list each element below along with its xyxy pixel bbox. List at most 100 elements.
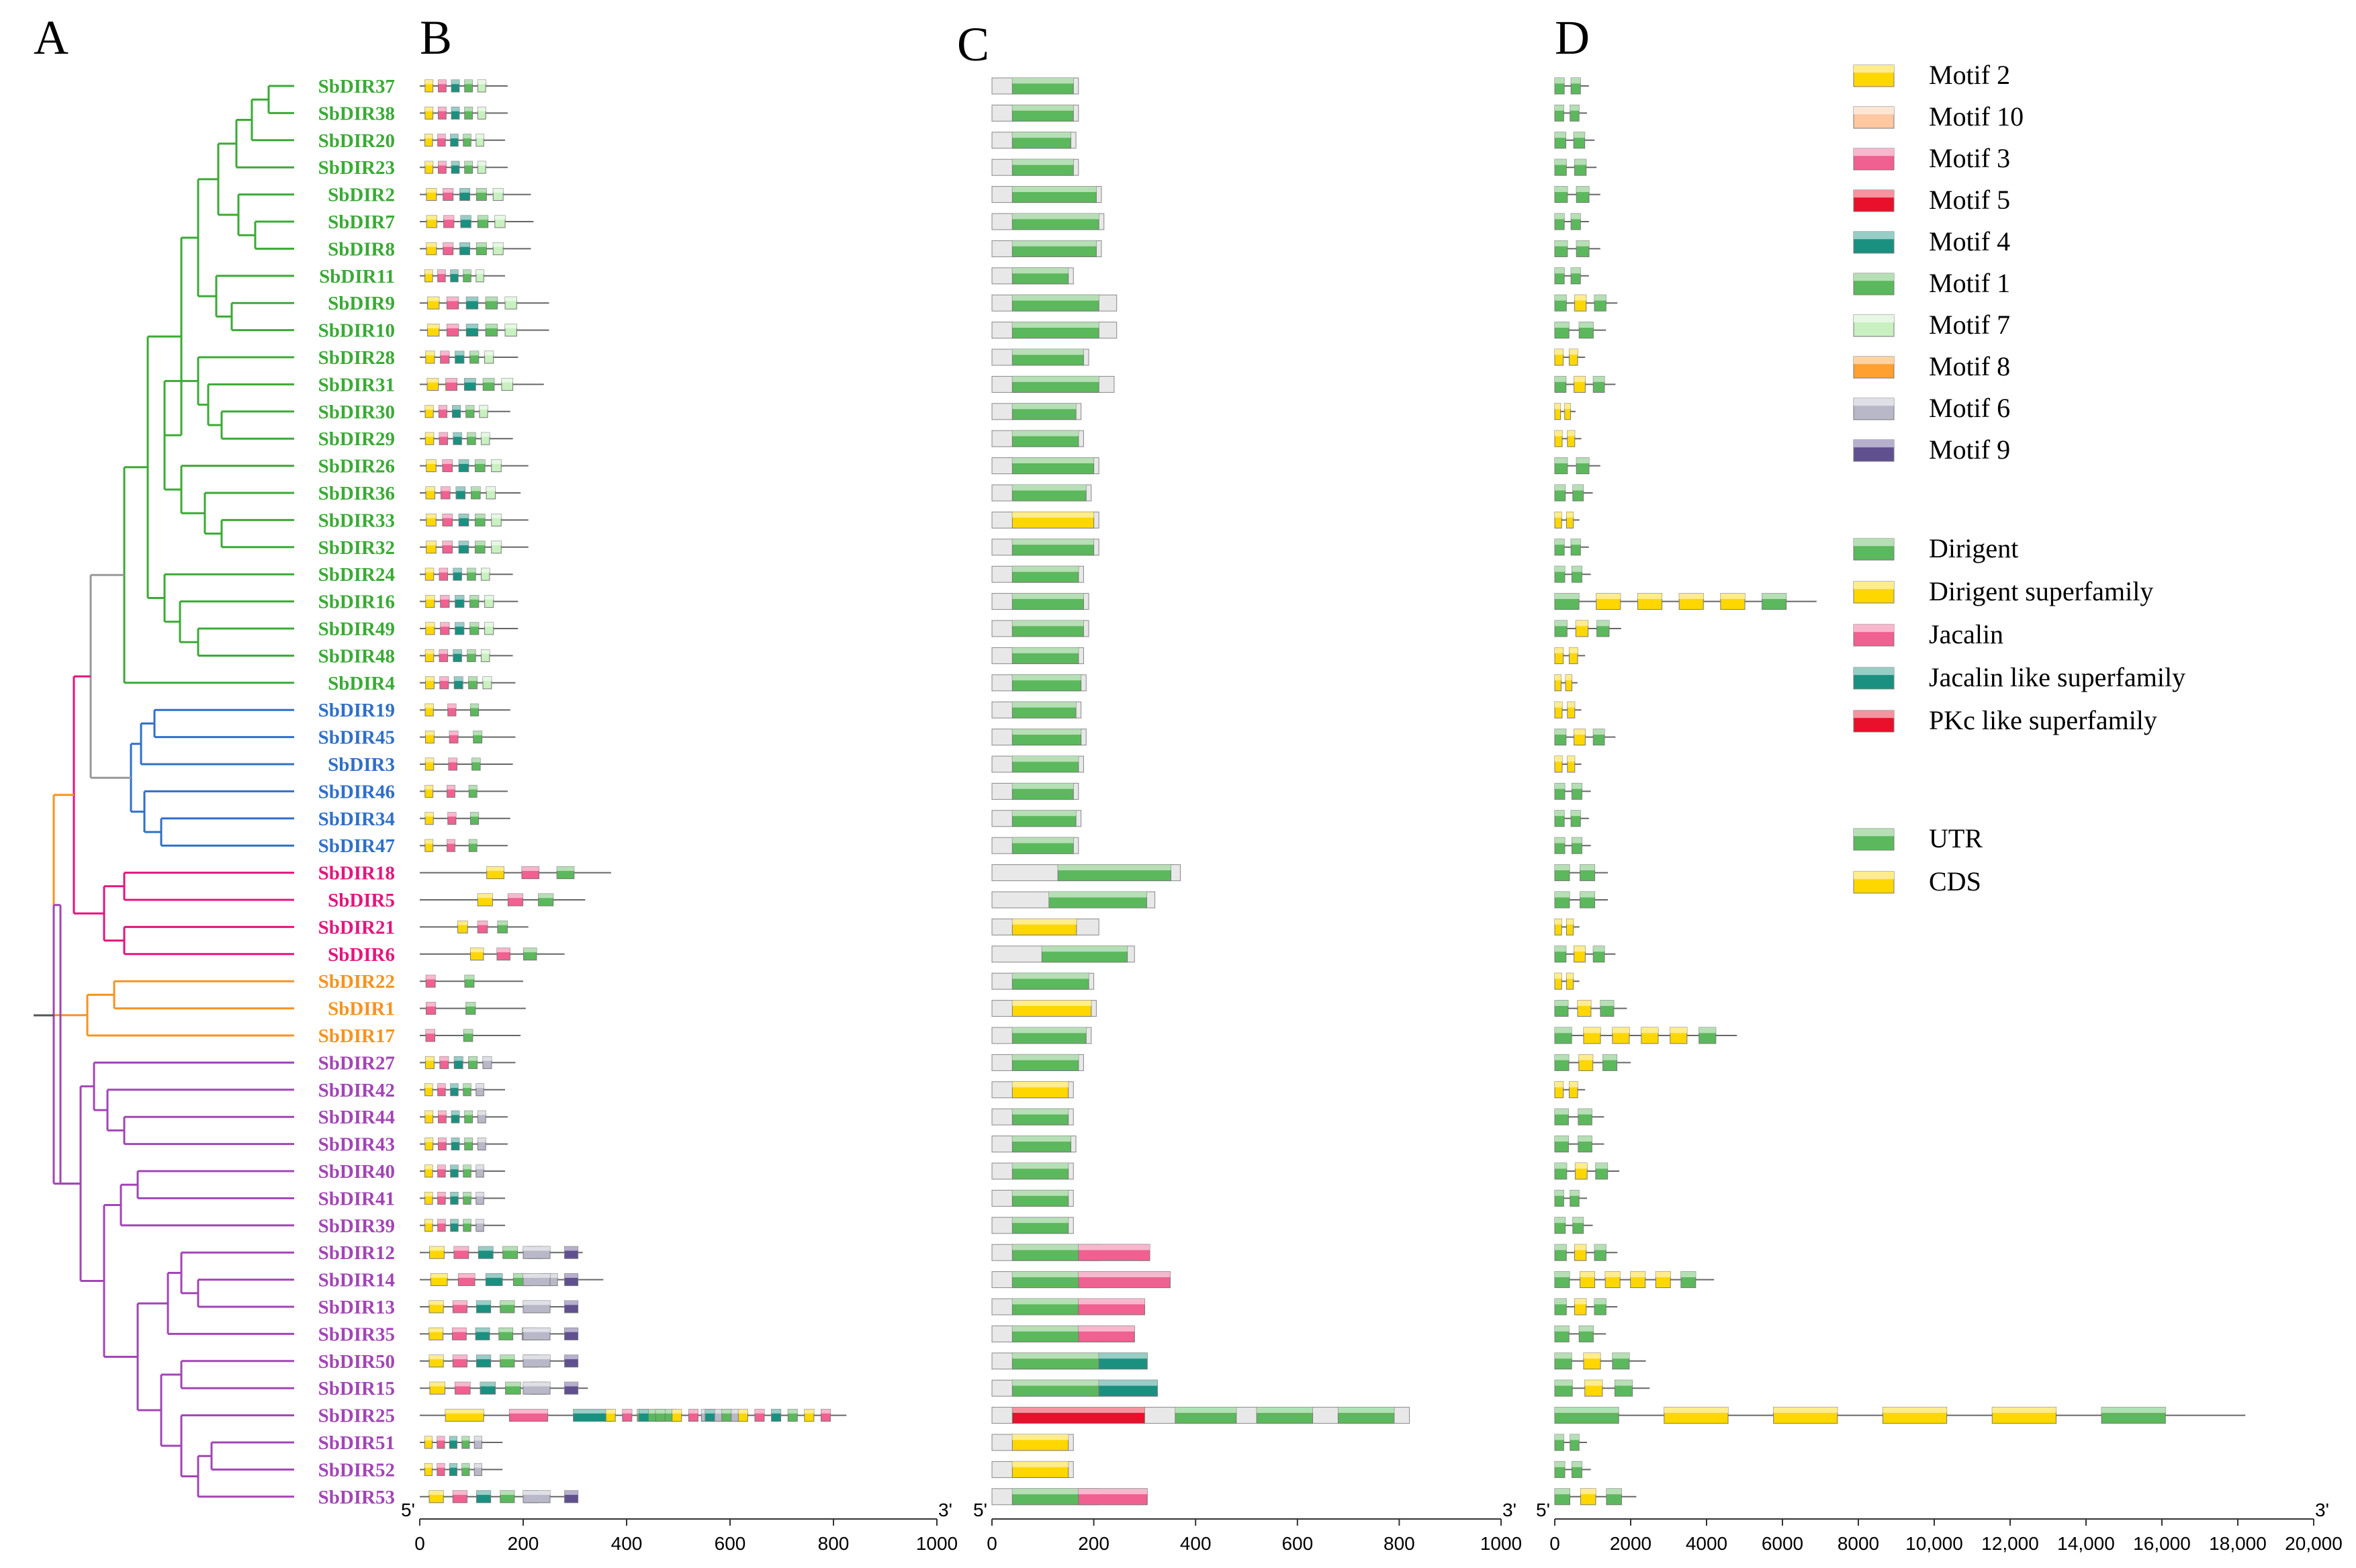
motif-block xyxy=(477,106,486,120)
motif-block xyxy=(425,1002,437,1015)
motif-block xyxy=(458,459,469,473)
gene-label: SbDIR2 xyxy=(328,185,395,206)
motif-block-shine xyxy=(461,1436,469,1441)
motif-block xyxy=(484,351,494,364)
domain-block-shine xyxy=(1012,457,1094,463)
motif-block-shine xyxy=(523,1246,550,1251)
motif-block xyxy=(477,1110,486,1123)
panel-label-d: D xyxy=(1555,11,1590,64)
motif-block xyxy=(492,188,504,201)
exon-block xyxy=(1584,1379,1603,1397)
motif-block-shine xyxy=(521,866,539,871)
motif-block xyxy=(473,1463,482,1476)
motif-block-shine xyxy=(425,405,434,410)
motif-block-shine xyxy=(463,1165,471,1170)
exon-block-shine xyxy=(1572,837,1582,843)
domain-block-shine xyxy=(1012,485,1087,491)
exon-block xyxy=(1554,647,1564,664)
exon-block-shine xyxy=(1594,1244,1606,1250)
motif-block xyxy=(468,839,478,852)
motif-block-shine xyxy=(426,1029,435,1034)
motif-block-shine xyxy=(453,1246,469,1251)
exon-block xyxy=(1554,810,1565,827)
motif-block xyxy=(451,1110,460,1123)
gene-structure-panel xyxy=(1554,77,2246,1506)
motif-block xyxy=(445,1409,484,1422)
exon-block xyxy=(1554,158,1567,176)
domain-legend-label: Dirigent xyxy=(1929,533,2018,563)
exon-block-shine xyxy=(1594,295,1606,301)
exon-block xyxy=(1570,810,1581,827)
motif-block xyxy=(556,866,575,880)
motif-block xyxy=(507,893,524,907)
motif-block xyxy=(564,1273,579,1287)
domain-block-shine xyxy=(1012,1217,1069,1224)
exon-block xyxy=(1578,1136,1592,1153)
exon-block xyxy=(1592,946,1605,963)
domain-block-shine xyxy=(1012,512,1094,518)
exon-block xyxy=(1554,1379,1573,1397)
motif-block-shine xyxy=(481,649,490,654)
exon-block xyxy=(1554,1271,1570,1289)
motif-block xyxy=(449,731,459,744)
gene-label: SbDIR22 xyxy=(318,971,395,993)
motif-block xyxy=(501,377,514,391)
motif-block xyxy=(437,1219,446,1232)
motif-block xyxy=(463,1164,471,1178)
exon-block-shine xyxy=(1555,1190,1564,1196)
motif-block xyxy=(449,1463,457,1476)
motif-block xyxy=(447,703,457,717)
motif-block-shine xyxy=(481,432,490,437)
motif-block-shine xyxy=(424,839,433,844)
domain-block-shine xyxy=(1012,132,1071,138)
gene-label: SbDIR7 xyxy=(328,212,395,233)
exon-block xyxy=(1554,1189,1564,1207)
motif-block xyxy=(464,1138,473,1151)
motif-block-shine xyxy=(573,1409,612,1414)
gene-label: SbDIR13 xyxy=(318,1297,395,1318)
gene-label: SbDIR35 xyxy=(318,1324,395,1345)
axis-d-tick-label: 0 xyxy=(1549,1533,1560,1554)
motif-block-shine xyxy=(466,324,478,328)
motif-block xyxy=(437,1191,446,1205)
motif-block xyxy=(477,893,493,907)
motif-block xyxy=(451,160,460,174)
exon-block xyxy=(1554,972,1562,990)
motif-block-shine xyxy=(464,1111,473,1115)
motif-block xyxy=(477,160,486,174)
motif-block-shine xyxy=(606,1409,616,1414)
motif-block-shine xyxy=(457,921,468,925)
motif-legend-label: Motif 4 xyxy=(1929,226,2010,257)
motif-block-shine xyxy=(441,487,451,492)
motif-block xyxy=(442,459,453,473)
motif-block xyxy=(451,1138,460,1151)
motif-block-shine xyxy=(453,1490,467,1495)
gene-name-list: SbDIR37 SbDIR38 SbDIR20 SbDIR23 SbDIR2 SbDIR7… xyxy=(318,76,395,1508)
exon-block xyxy=(1566,511,1574,528)
axis-d-five-prime: 5' xyxy=(1536,1500,1550,1520)
motif-block xyxy=(479,405,488,418)
exon-block xyxy=(1574,375,1586,393)
exon-block xyxy=(1574,1298,1587,1316)
motif-block-shine xyxy=(483,676,492,682)
motif-block-shine xyxy=(459,541,469,546)
exon-block-shine xyxy=(1571,78,1581,84)
domain-block-shine xyxy=(1012,78,1074,84)
motif-block xyxy=(464,1110,473,1123)
motif-block xyxy=(450,1219,459,1232)
exon-block-shine xyxy=(1574,159,1586,165)
motif-block xyxy=(426,242,437,255)
exon-block xyxy=(1612,1027,1630,1044)
motif-block xyxy=(622,1409,633,1422)
motif-block-shine xyxy=(424,1219,433,1224)
exon-block-shine xyxy=(1555,1488,1570,1495)
motif-block-shine xyxy=(475,1328,490,1332)
exon-block xyxy=(1554,375,1567,393)
exon-block-shine xyxy=(1664,1407,1729,1413)
exon-block-shine xyxy=(1555,322,1570,328)
motif-block-shine xyxy=(688,1409,698,1414)
motif-block xyxy=(452,1354,467,1368)
motif-block-shine xyxy=(557,866,574,871)
motif-block xyxy=(460,215,471,228)
domain-block xyxy=(1011,593,1084,610)
